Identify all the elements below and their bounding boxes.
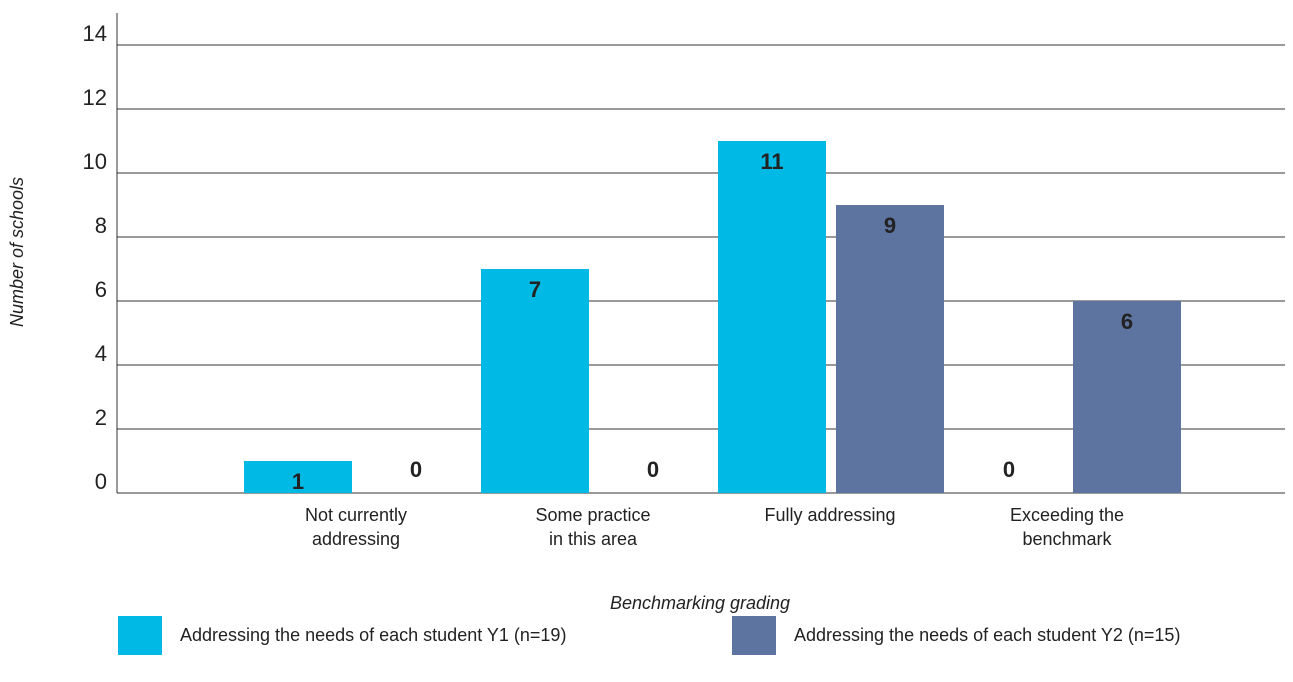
legend-label: Addressing the needs of each student Y1 … xyxy=(180,625,566,645)
y-axis-title: Number of schools xyxy=(7,177,27,327)
y-tick-label: 14 xyxy=(83,21,107,46)
x-tick-label: Fully addressing xyxy=(764,505,896,525)
data-label: 1 xyxy=(292,469,304,494)
y-tick-label: 8 xyxy=(95,213,107,238)
bar xyxy=(718,141,826,493)
data-label: 6 xyxy=(1121,309,1133,334)
y-tick-label: 10 xyxy=(83,149,107,174)
y-tick-label: 2 xyxy=(95,405,107,430)
y-tick-label: 4 xyxy=(95,341,107,366)
bar xyxy=(1073,301,1181,493)
x-tick-label: Not currently addressing xyxy=(304,505,408,549)
data-label: 0 xyxy=(410,457,422,482)
y-tick-label: 0 xyxy=(95,469,107,494)
bar xyxy=(836,205,944,493)
legend-label: Addressing the needs of each student Y2 … xyxy=(794,625,1180,645)
bar xyxy=(481,269,589,493)
data-label: 7 xyxy=(529,277,541,302)
data-label: 0 xyxy=(1003,457,1015,482)
bar xyxy=(244,461,352,493)
x-tick-label: Some practice in this area xyxy=(535,505,651,549)
y-tick-label: 12 xyxy=(83,85,107,110)
data-label: 11 xyxy=(760,149,783,174)
x-axis-title: Benchmarking grading xyxy=(610,593,790,613)
x-tick-label: Exceeding the benchmark xyxy=(1009,505,1125,549)
data-label: 0 xyxy=(647,457,659,482)
legend-swatch xyxy=(118,616,162,655)
legend-swatch xyxy=(732,616,776,655)
data-label: 9 xyxy=(884,213,896,238)
y-tick-label: 6 xyxy=(95,277,107,302)
